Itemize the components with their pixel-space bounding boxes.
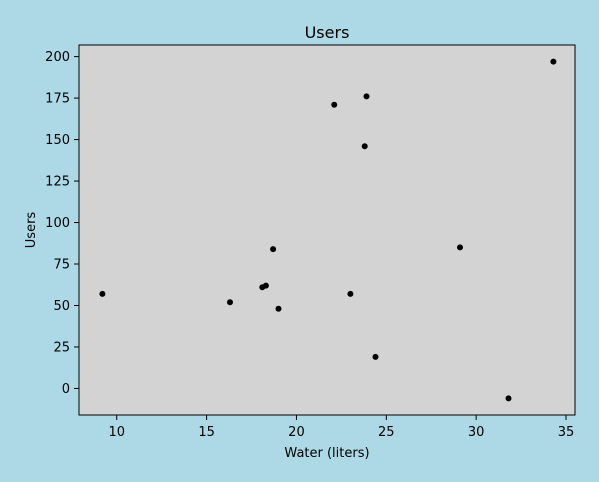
data-point-13	[550, 58, 557, 65]
y-tick-label: 50	[53, 299, 70, 314]
x-tick-label: 10	[108, 425, 125, 440]
y-tick-label: 75	[53, 258, 70, 273]
data-point-8	[361, 143, 368, 150]
y-tick-label: 175	[45, 92, 70, 107]
data-point-11	[457, 244, 463, 251]
data-point-12	[505, 395, 512, 402]
y-tick-label: 150	[45, 133, 70, 148]
y-tick-label: 200	[45, 50, 70, 65]
data-point-4	[270, 246, 277, 253]
data-point-7	[347, 290, 354, 297]
y-axis: 0 25 50 75 100 125 150 175 200	[45, 50, 79, 397]
y-tick-label: 100	[45, 216, 70, 231]
x-axis-label: Water (liters)	[284, 446, 369, 461]
y-tick-label: 25	[53, 340, 70, 355]
y-tick-label: 0	[62, 382, 70, 397]
plot-area	[78, 44, 576, 416]
data-point-0	[99, 290, 106, 297]
x-tick-label: 15	[198, 425, 215, 440]
x-tick-label: 20	[288, 425, 305, 440]
data-point-9	[363, 93, 370, 100]
data-point-5	[275, 305, 282, 312]
x-tick-label: 30	[468, 425, 485, 440]
data-point-10	[372, 353, 379, 360]
data-points	[99, 58, 557, 402]
data-point-1	[227, 299, 233, 306]
x-tick-label: 35	[558, 425, 575, 440]
chart-title: Users	[305, 23, 350, 42]
y-tick-label: 125	[45, 175, 70, 190]
x-axis: 10 15 20 25 30 35	[108, 415, 574, 440]
x-tick-label: 25	[378, 425, 395, 440]
data-point-6	[331, 101, 338, 108]
data-point-3	[262, 282, 269, 289]
y-axis-label: Users	[24, 212, 39, 249]
